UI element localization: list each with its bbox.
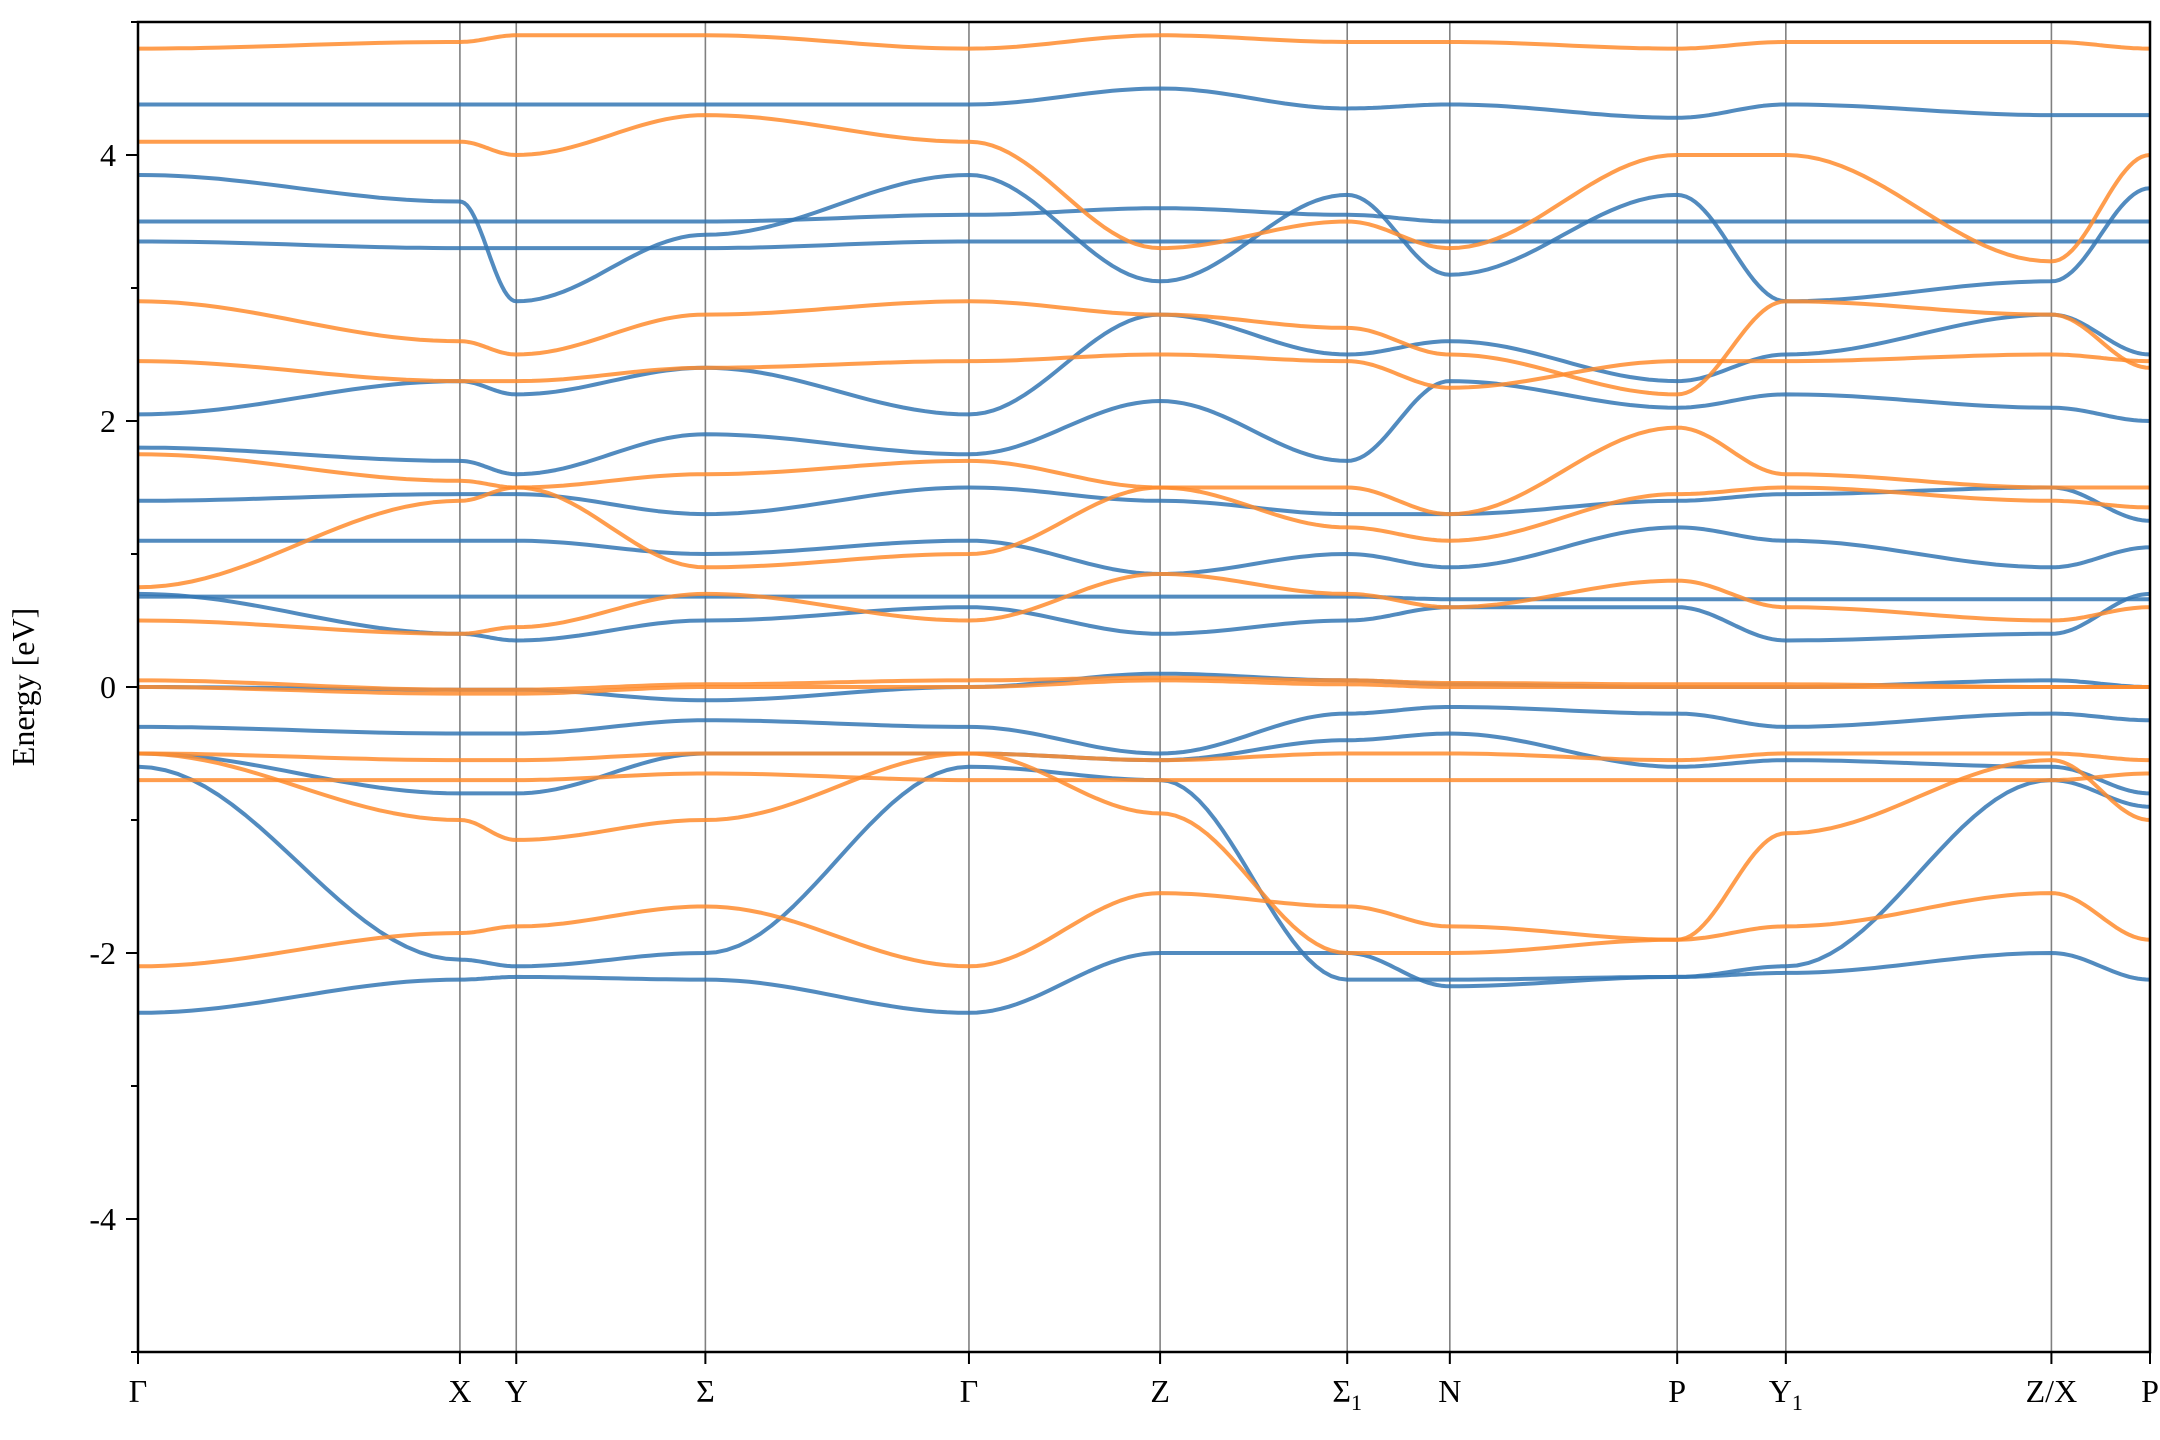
band-line-blue: [138, 951, 2150, 1015]
band-line-blue: [138, 173, 2150, 304]
band-line-orange: [138, 751, 2150, 763]
band-line-blue: [138, 525, 2150, 576]
y-tick-label: -2: [89, 935, 116, 971]
x-tick-label: Y1: [1769, 1373, 1803, 1415]
band-line-orange: [138, 751, 2150, 955]
x-tick-label: P: [2141, 1373, 2159, 1409]
band-line-blue: [138, 86, 2150, 120]
x-tick-label: N: [1438, 1373, 1461, 1409]
band-line-blue: [138, 591, 2150, 643]
x-tick-label: Γ: [129, 1373, 148, 1409]
y-axis: -4 -2 0 2 4: [89, 21, 138, 1353]
x-tick-label: P: [1668, 1373, 1686, 1409]
x-tick-label: Z: [1150, 1373, 1170, 1409]
band-line-orange: [138, 425, 2150, 517]
band-line-blue: [138, 206, 2150, 224]
band-line-orange: [138, 678, 2150, 696]
band-line-blue: [138, 764, 2150, 982]
band-line-blue: [138, 312, 2150, 417]
band-line-orange: [138, 113, 2150, 264]
band-lines: [138, 33, 2150, 1015]
y-tick-label: 0: [100, 669, 116, 705]
x-tick-label: Y: [505, 1373, 528, 1409]
band-line-orange: [138, 572, 2150, 636]
band-line-orange: [138, 675, 2150, 692]
band-line-orange: [138, 299, 2150, 397]
band-line-blue: [138, 379, 2150, 477]
band-line-blue: [138, 239, 2150, 251]
x-tick-label: Σ1: [1332, 1373, 1362, 1415]
x-tick-label: X: [448, 1373, 471, 1409]
x-tick-label: Γ: [960, 1373, 979, 1409]
y-tick-label: -4: [89, 1201, 116, 1237]
x-axis: Γ X Y Σ Γ Z Σ1 N P Y1 Z/X P: [129, 1352, 2159, 1415]
band-line-orange: [138, 891, 2150, 969]
band-line-orange: [138, 33, 2150, 51]
band-line-orange: [138, 352, 2150, 390]
band-line-blue: [138, 705, 2150, 756]
x-tick-label: Z/X: [2026, 1373, 2078, 1409]
y-tick-label: 4: [100, 137, 116, 173]
band-line-blue: [138, 485, 2150, 523]
band-line-orange: [138, 771, 2150, 783]
band-line-blue: [138, 594, 2150, 602]
y-axis-label: Energy [eV]: [5, 608, 41, 766]
x-tick-label: Σ: [696, 1373, 715, 1409]
band-line-blue: [138, 731, 2150, 796]
y-tick-label: 2: [100, 403, 116, 439]
